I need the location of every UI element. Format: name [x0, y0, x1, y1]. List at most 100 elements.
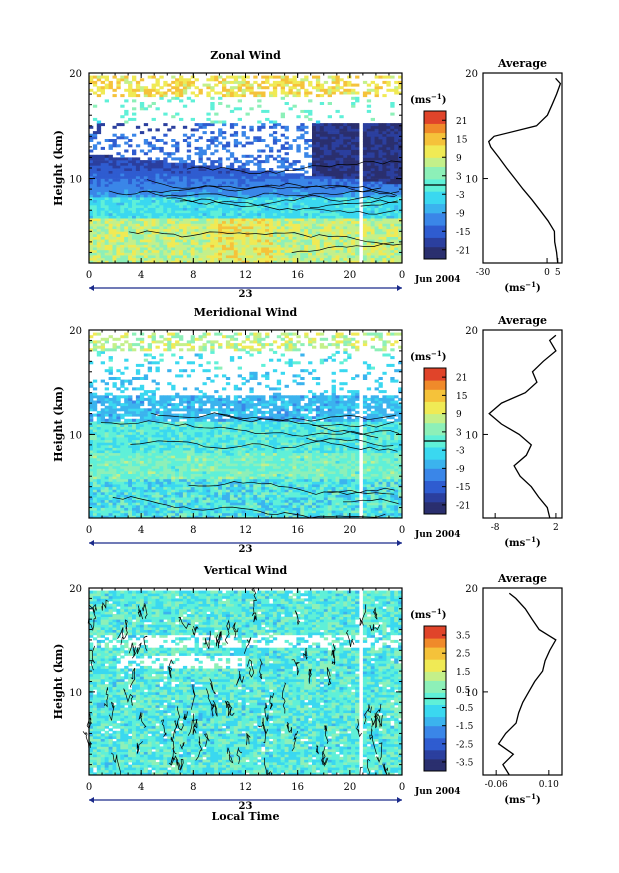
heatmap-cell — [175, 223, 179, 226]
heatmap-cell — [183, 165, 187, 168]
heatmap-cell — [148, 252, 152, 255]
heatmap-cell — [234, 134, 238, 137]
heatmap-cell — [226, 173, 230, 176]
heatmap-cell — [97, 121, 101, 124]
heatmap-cell — [124, 197, 128, 200]
heatmap-cell — [101, 194, 105, 197]
heatmap-cell — [332, 208, 336, 211]
heatmap-cell — [289, 89, 293, 92]
heatmap-cell — [332, 92, 336, 95]
heatmap-cell — [316, 197, 320, 200]
heatmap-cell — [113, 245, 117, 248]
heatmap-cell — [113, 144, 117, 147]
heatmap-cell — [328, 239, 332, 242]
heatmap-cell — [281, 165, 285, 168]
heatmap-cell — [296, 189, 300, 192]
heatmap-cell — [273, 123, 277, 126]
heatmap-cell — [218, 197, 222, 200]
heatmap-cell — [316, 134, 320, 137]
heatmap-cell — [281, 258, 285, 261]
heatmap-cell — [120, 231, 124, 234]
heatmap-cell — [183, 239, 187, 242]
heatmap-cell — [101, 157, 105, 160]
heatmap-cell — [308, 213, 312, 216]
heatmap-cell — [332, 221, 336, 224]
heatmap-cell — [195, 171, 199, 174]
heatmap-cell — [152, 223, 156, 226]
heatmap-cell — [144, 192, 148, 195]
heatmap-cell — [304, 245, 308, 248]
heatmap-cell — [336, 152, 340, 155]
heatmap-cell — [226, 229, 230, 232]
heatmap-cell — [336, 250, 340, 253]
heatmap-cell — [300, 81, 304, 84]
heatmap-cell — [277, 165, 281, 168]
heatmap-cell — [187, 258, 191, 261]
heatmap-cell — [281, 247, 285, 250]
heatmap-cell — [159, 176, 163, 179]
heatmap-cell — [148, 184, 152, 187]
heatmap-cell — [214, 213, 218, 216]
heatmap-cell — [159, 245, 163, 248]
heatmap-cell — [339, 189, 343, 192]
heatmap-cell — [128, 163, 132, 166]
heatmap-cell — [148, 94, 152, 97]
heatmap-cell — [324, 142, 328, 145]
heatmap-cell — [238, 218, 242, 221]
heatmap-cell — [120, 171, 124, 174]
heatmap-cell — [312, 221, 316, 224]
heatmap-cell — [124, 76, 128, 79]
heatmap-cell — [296, 223, 300, 226]
heatmap-cell — [128, 234, 132, 237]
heatmap-cell — [167, 155, 171, 158]
heatmap-cell — [234, 218, 238, 221]
heatmap-cell — [304, 92, 308, 95]
heatmap-cell — [273, 210, 277, 213]
heatmap-cell — [347, 216, 351, 219]
heatmap-cell — [132, 237, 136, 240]
heatmap-cell — [234, 86, 238, 89]
heatmap-cell — [89, 245, 93, 248]
heatmap-cell — [257, 128, 261, 131]
heatmap-cell — [152, 84, 156, 87]
heatmap-cell — [97, 128, 101, 131]
heatmap-cell — [93, 255, 97, 258]
heatmap-cell — [144, 223, 148, 226]
heatmap-cell — [214, 237, 218, 240]
heatmap-cell — [265, 144, 269, 147]
heatmap-cell — [277, 218, 281, 221]
heatmap-cell — [339, 147, 343, 150]
heatmap-cell — [136, 184, 140, 187]
heatmap-cell — [246, 216, 250, 219]
heatmap-cell — [203, 192, 207, 195]
heatmap-cell — [234, 226, 238, 229]
heatmap-cell — [222, 123, 226, 126]
heatmap-cell — [183, 86, 187, 89]
heatmap-cell — [273, 194, 277, 197]
heatmap-cell — [148, 258, 152, 261]
heatmap-cell — [132, 107, 136, 110]
heatmap-cell — [234, 173, 238, 176]
heatmap-cell — [195, 123, 199, 126]
heatmap-cell — [136, 242, 140, 245]
heatmap-cell — [324, 126, 328, 129]
heatmap-cell — [191, 231, 195, 234]
heatmap-cell — [175, 245, 179, 248]
heatmap-cell — [167, 250, 171, 253]
heatmap-cell — [320, 168, 324, 171]
heatmap-cell — [171, 192, 175, 195]
heatmap-cell — [140, 181, 144, 184]
heatmap-cell — [324, 245, 328, 248]
heatmap-cell — [89, 150, 93, 153]
heatmap-cell — [156, 92, 160, 95]
heatmap-cell — [116, 179, 120, 182]
heatmap-cell — [324, 163, 328, 166]
heatmap-cell — [332, 223, 336, 226]
heatmap-cell — [179, 94, 183, 97]
heatmap-cell — [277, 223, 281, 226]
heatmap-cell — [105, 197, 109, 200]
heatmap-cell — [140, 226, 144, 229]
heatmap-cell — [242, 165, 246, 168]
heatmap-cell — [97, 197, 101, 200]
heatmap-cell — [253, 216, 257, 219]
